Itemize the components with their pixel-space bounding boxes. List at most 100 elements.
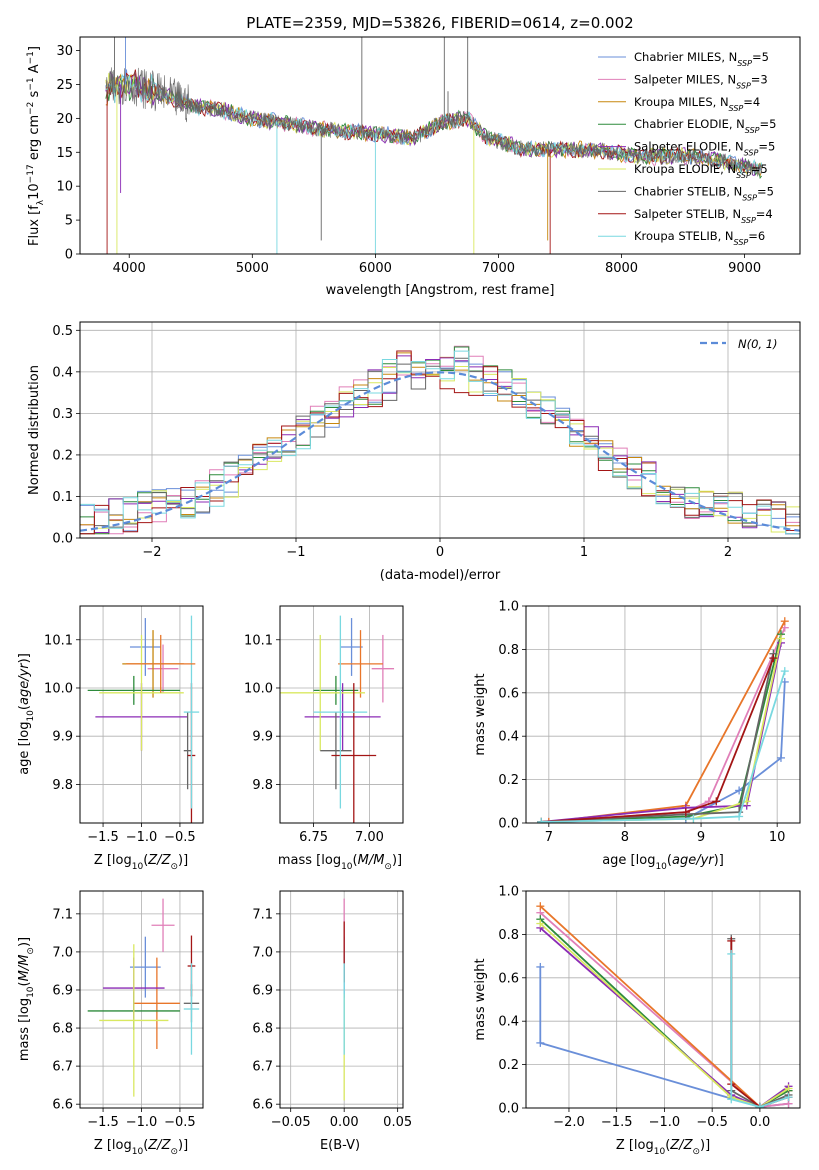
- legend-label: Salpeter MILES, NSSP=3: [634, 72, 768, 90]
- x-tick-label: 7000: [482, 261, 515, 276]
- y-tick-label: 0.4: [498, 1015, 519, 1030]
- y-tick-label: 0.1: [52, 490, 73, 505]
- axes-frame: [525, 605, 801, 824]
- y-tick-label: 7.1: [252, 907, 273, 922]
- mass-vs-Z-panel-ylabel: mass [log10(M/M⊙)]: [17, 937, 36, 1061]
- y-tick-label: 7.0: [252, 945, 273, 960]
- axes-frame: [279, 890, 404, 1109]
- x-tick-label: −1.5: [87, 1115, 119, 1130]
- y-tick-label: 30: [56, 44, 73, 59]
- x-tick-label: −1.5: [601, 1115, 633, 1130]
- y-tick-label: 10.0: [44, 681, 73, 696]
- x-tick-label: 7.00: [355, 830, 384, 845]
- plot-area: [87, 898, 200, 1097]
- y-tick-label: 0: [65, 248, 73, 263]
- y-tick-label: 0.6: [498, 686, 519, 701]
- age-vs-Z-panel: −1.5 −1.0 −0.5 9.8 9.9 10.0 10.1 Z [log10(Z/Z⊙)…: [17, 605, 204, 872]
- legend-label: N(0, 1): [738, 337, 778, 351]
- series-line: [541, 670, 786, 823]
- x-tick-label: −2: [142, 545, 161, 560]
- plot-area: [80, 345, 800, 535]
- x-tick-label: −1.5: [87, 830, 119, 845]
- x-tick-label: 8000: [605, 261, 638, 276]
- series-line: [541, 657, 775, 823]
- mass-vs-Z-panel-xlabel: Z [log10(Z/Z⊙)]: [94, 1138, 188, 1157]
- y-tick-label: 10.0: [244, 681, 273, 696]
- spectrum-panel: 4000 5000 6000 7000 8000 9000 0 5 10 15 20 25 30 wave…: [26, 36, 801, 298]
- figure-title: PLATE=2359, MJD=53826, FIBERID=0614, z=0…: [246, 14, 633, 32]
- legend-label: Kroupa ELODIE, NSSP=5: [634, 162, 768, 180]
- y-tick-label: 5: [65, 214, 73, 229]
- x-tick-label: 6000: [359, 261, 392, 276]
- residuals-legend: N(0, 1): [700, 337, 778, 351]
- legend-label: Chabrier STELIB, NSSP=5: [634, 184, 774, 202]
- residuals-xlabel: (data-model)/error: [380, 568, 501, 583]
- y-tick-label: 0.0: [498, 1102, 519, 1117]
- age-vs-Z-panel-ylabel: age [log10(age/yr)]: [17, 653, 36, 775]
- x-tick-label: −1.0: [126, 1115, 158, 1130]
- y-tick-label: 6.8: [252, 1022, 273, 1037]
- x-tick-label: 2: [724, 545, 732, 560]
- y-tick-label: 10: [56, 180, 73, 195]
- y-tick-label: 0.2: [498, 773, 519, 788]
- series-line: [541, 653, 775, 823]
- plot-area: [537, 617, 789, 823]
- x-tick-label: 7: [545, 830, 553, 845]
- y-tick-label: 20: [56, 112, 73, 127]
- mass-vs-EBV-panel: −0.05 0.00 0.05 6.6 6.7 6.8 6.9 7.0 7.1 E(B-V): [252, 890, 412, 1153]
- x-tick-label: 9: [697, 830, 705, 845]
- y-tick-label: 6.6: [252, 1098, 273, 1113]
- series-line: [730, 953, 789, 1108]
- y-tick-label: 0.4: [498, 730, 519, 745]
- spectrum-data-line: [105, 67, 762, 177]
- x-tick-label: 9000: [728, 261, 761, 276]
- y-tick-label: 10.1: [244, 633, 273, 648]
- x-tick-label: 1: [580, 545, 588, 560]
- x-tick-label: −0.5: [164, 830, 196, 845]
- x-tick-label: −0.5: [164, 1115, 196, 1130]
- y-tick-label: 6.6: [52, 1098, 73, 1113]
- legend-label: Salpeter ELODIE, NSSP=5: [634, 140, 775, 158]
- y-tick-label: 7.1: [52, 907, 73, 922]
- axes-frame: [79, 36, 801, 255]
- residuals-ylabel: Normed distribution: [27, 365, 42, 495]
- x-tick-label: 6.75: [299, 830, 328, 845]
- legend-label: Kroupa STELIB, NSSP=6: [634, 229, 765, 247]
- histogram-step: [80, 346, 800, 535]
- y-tick-label: 6.7: [52, 1060, 73, 1075]
- x-tick-label: −1: [286, 545, 305, 560]
- plot-area: [536, 902, 793, 1108]
- x-tick-label: −2.0: [553, 1115, 585, 1130]
- y-tick-label: 6.8: [52, 1022, 73, 1037]
- y-tick-label: 25: [56, 78, 73, 93]
- y-tick-label: 0.3: [52, 407, 73, 422]
- x-tick-label: −0.5: [696, 1115, 728, 1130]
- y-tick-label: 9.8: [52, 778, 73, 793]
- x-tick-label: 4000: [113, 261, 146, 276]
- histogram-step: [80, 350, 800, 535]
- y-tick-label: 1.0: [498, 885, 519, 900]
- plot-area: [280, 615, 395, 823]
- x-tick-label: 0.00: [330, 1115, 359, 1130]
- spectrum-ylabel: Flux [fλ10−17 erg cm−2 s−1 A−1]: [26, 46, 46, 246]
- y-tick-label: 0.6: [498, 971, 519, 986]
- y-tick-label: 0.2: [498, 1058, 519, 1073]
- legend-label: Chabrier ELODIE, NSSP=5: [634, 117, 776, 135]
- mass-vs-Z-panel: −1.5 −1.0 −0.5 6.6 6.7 6.8 6.9 7.0 7.1 Z [log10(Z…: [17, 890, 204, 1157]
- legend-label: Salpeter STELIB, NSSP=4: [634, 207, 773, 225]
- y-tick-label: 7.0: [52, 945, 73, 960]
- mass-vs-EBV-panel-xlabel: E(B-V): [320, 1138, 360, 1153]
- y-tick-label: 6.9: [252, 983, 273, 998]
- x-tick-label: 5000: [236, 261, 269, 276]
- age-vs-Z-panel-xlabel: Z [log10(Z/Z⊙)]: [94, 853, 188, 872]
- y-tick-label: 0.8: [498, 928, 519, 943]
- plot-layer: 4000 5000 6000 7000 8000 9000051015202530wave…: [17, 36, 801, 1157]
- series-line: [541, 633, 782, 823]
- axes-frame: [525, 890, 801, 1109]
- spectrum-xlabel: wavelength [Angstrom, rest frame]: [326, 283, 555, 298]
- y-tick-label: 1.0: [498, 600, 519, 615]
- y-tick-label: 0.0: [498, 817, 519, 832]
- histogram-step: [80, 355, 800, 535]
- plot-area: [87, 615, 200, 823]
